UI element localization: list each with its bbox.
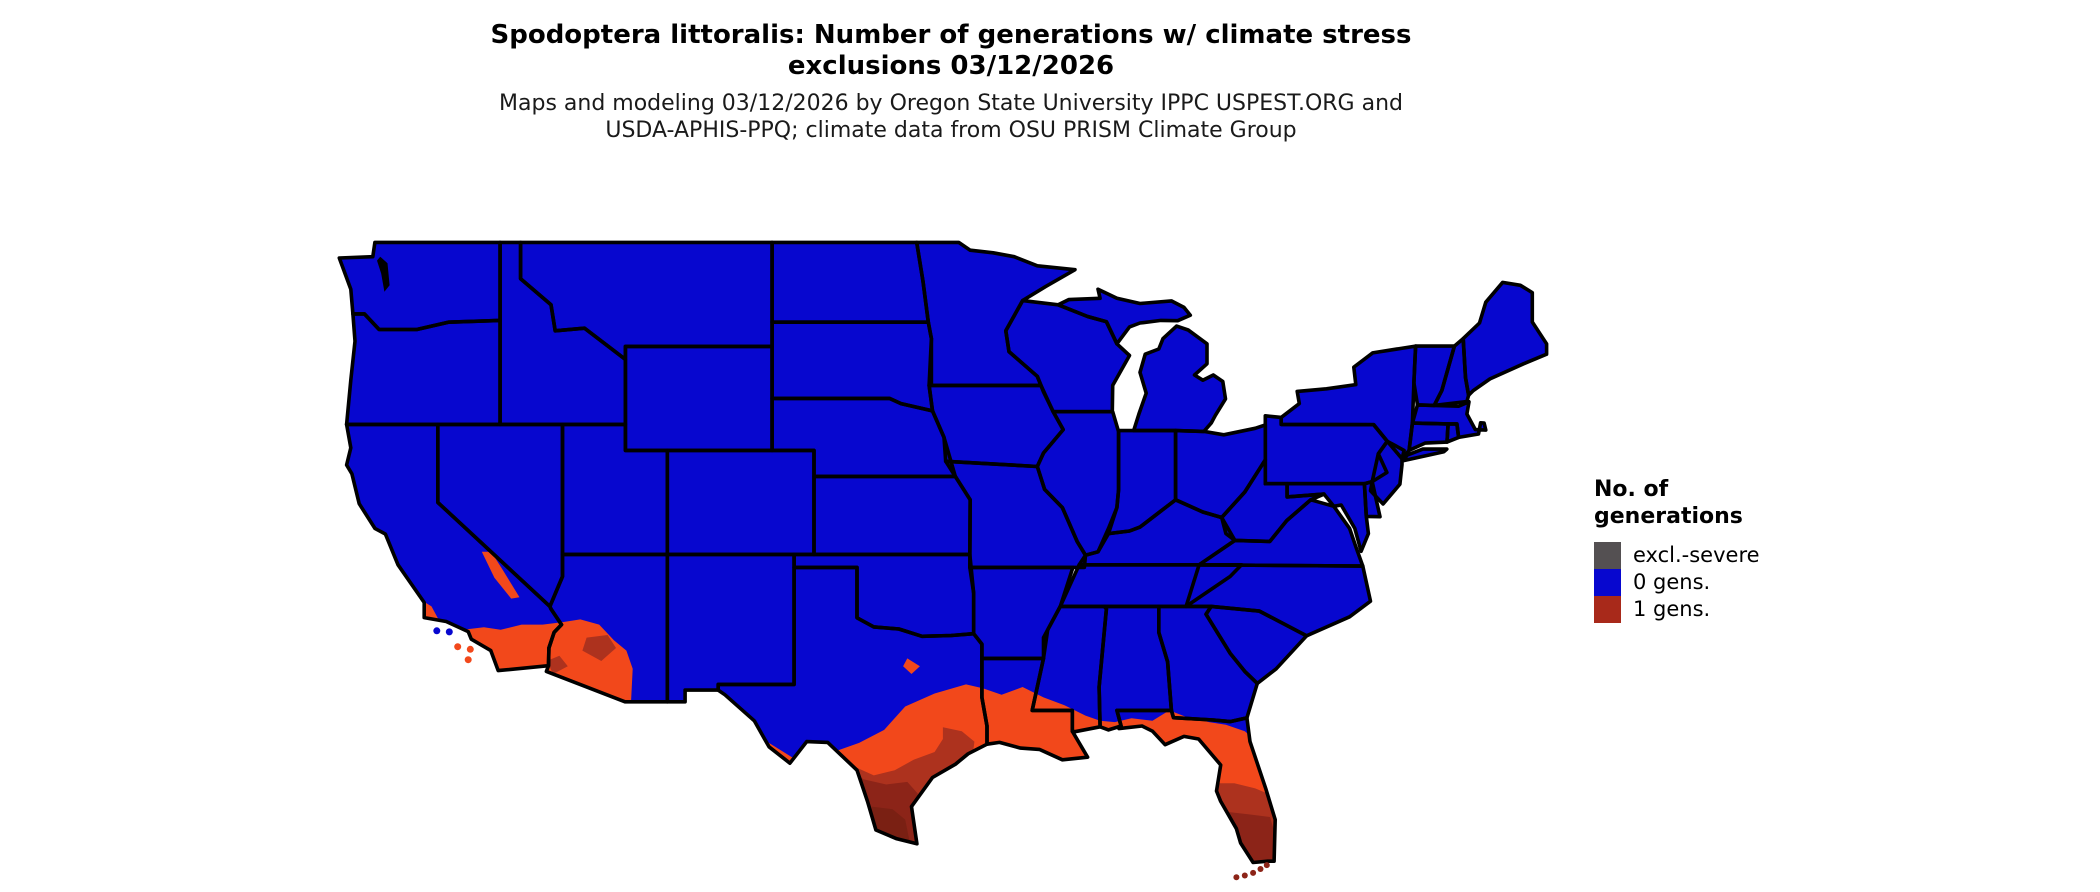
legend-item-0-gens: 0 gens. (1594, 569, 1874, 596)
legend-title-line1: No. of (1594, 477, 1669, 502)
channel-islands (433, 627, 474, 664)
figure-subtitle-line2: USDA-APHIS-PPQ; climate data from OSU PR… (605, 118, 1297, 143)
legend: No. of generations excl.-severe 0 gens. … (1594, 476, 1874, 623)
figure-subtitle-line1: Maps and modeling 03/12/2026 by Oregon S… (499, 91, 1403, 116)
legend-item-1-gens: 1 gens. (1594, 596, 1874, 623)
legend-title: No. of generations (1594, 476, 1874, 530)
legend-label-1-gens: 1 gens. (1633, 597, 1711, 621)
legend-item-excl-severe: excl.-severe (1594, 542, 1874, 569)
page-title: Spodoptera littoralis: Number of generat… (0, 20, 1902, 82)
legend-label-0-gens: 0 gens. (1633, 570, 1711, 594)
page-title-line2: exclusions 03/12/2026 (787, 51, 1115, 81)
legend-title-line2: generations (1594, 504, 1743, 529)
state-borders-layer (337, 240, 1549, 865)
page-title-line1: Spodoptera littoralis: Number of generat… (490, 20, 1412, 50)
florida-keys (1233, 862, 1270, 881)
legend-swatch-excl-severe (1594, 542, 1621, 569)
legend-label-excl-severe: excl.-severe (1633, 543, 1760, 567)
legend-swatch-0-gens (1594, 569, 1621, 596)
legend-swatch-1-gens (1594, 596, 1621, 623)
legend-items: excl.-severe 0 gens. 1 gens. (1594, 542, 1874, 623)
puget-sound-detail (377, 256, 390, 292)
figure-subtitle: Maps and modeling 03/12/2026 by Oregon S… (0, 90, 1902, 144)
